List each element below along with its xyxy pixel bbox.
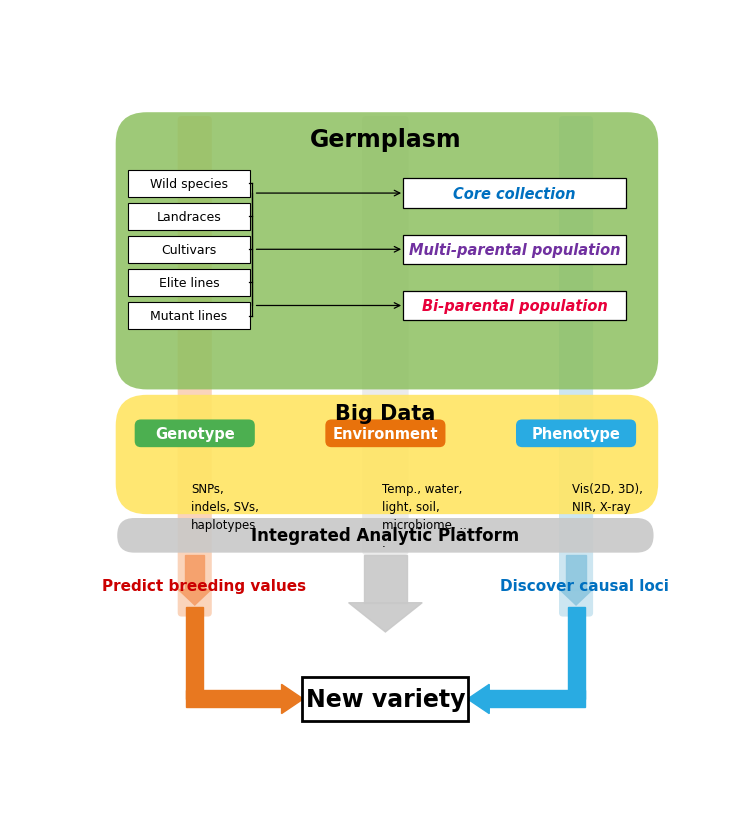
Text: Big Data: Big Data xyxy=(335,403,435,423)
Text: Wild species: Wild species xyxy=(150,177,228,190)
Text: Integrated Analytic Platform: Integrated Analytic Platform xyxy=(251,526,520,544)
Text: Environment: Environment xyxy=(332,426,438,442)
Text: New variety: New variety xyxy=(305,687,465,711)
Polygon shape xyxy=(178,590,211,605)
FancyBboxPatch shape xyxy=(116,395,658,514)
Text: Genotype: Genotype xyxy=(155,426,235,442)
FancyBboxPatch shape xyxy=(403,236,626,265)
Bar xyxy=(568,607,584,699)
FancyBboxPatch shape xyxy=(128,303,250,330)
Bar xyxy=(186,691,281,708)
FancyBboxPatch shape xyxy=(302,677,468,720)
Polygon shape xyxy=(281,685,303,714)
Bar xyxy=(364,555,407,603)
FancyBboxPatch shape xyxy=(128,237,250,264)
Text: Cultivars: Cultivars xyxy=(162,243,217,256)
Text: Multi-parental population: Multi-parental population xyxy=(408,242,620,257)
Text: Bi-parental population: Bi-parental population xyxy=(422,299,608,313)
Bar xyxy=(185,555,205,590)
FancyBboxPatch shape xyxy=(403,179,626,208)
FancyBboxPatch shape xyxy=(128,170,250,198)
Text: SNPs,
indels, SVs,
haplotypes: SNPs, indels, SVs, haplotypes xyxy=(191,482,259,531)
FancyBboxPatch shape xyxy=(516,420,636,447)
Bar xyxy=(186,607,203,699)
Polygon shape xyxy=(468,685,490,714)
FancyBboxPatch shape xyxy=(128,203,250,231)
FancyBboxPatch shape xyxy=(326,420,445,447)
Bar xyxy=(490,691,584,708)
Polygon shape xyxy=(559,590,593,605)
Text: Phenotype: Phenotype xyxy=(532,426,620,442)
FancyBboxPatch shape xyxy=(177,117,212,617)
Text: Elite lines: Elite lines xyxy=(159,276,220,289)
Text: Temp., water,
light, soil,
microbiome, ..
.: Temp., water, light, soil, microbiome, .… xyxy=(381,482,466,549)
FancyBboxPatch shape xyxy=(362,117,408,555)
FancyBboxPatch shape xyxy=(403,291,626,321)
Text: Vis(2D, 3D),
NIR, X-ray: Vis(2D, 3D), NIR, X-ray xyxy=(572,482,643,514)
FancyBboxPatch shape xyxy=(117,519,653,553)
FancyBboxPatch shape xyxy=(559,117,593,617)
FancyBboxPatch shape xyxy=(135,420,255,447)
Bar xyxy=(566,555,586,590)
Text: Predict breeding values: Predict breeding values xyxy=(102,579,306,594)
Text: Landraces: Landraces xyxy=(156,210,221,223)
Text: Core collection: Core collection xyxy=(453,186,576,201)
Text: Discover causal loci: Discover causal loci xyxy=(500,579,669,594)
Text: Germplasm: Germplasm xyxy=(310,128,461,152)
Text: Mutant lines: Mutant lines xyxy=(150,309,228,323)
FancyBboxPatch shape xyxy=(116,113,658,390)
Polygon shape xyxy=(349,603,422,632)
FancyBboxPatch shape xyxy=(128,270,250,297)
